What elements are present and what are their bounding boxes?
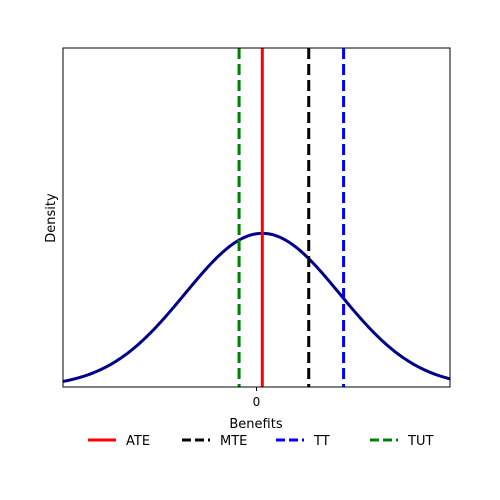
x-axis-label: Benefits xyxy=(229,417,282,432)
legend-label-mte: MTE xyxy=(220,434,247,449)
y-axis-label: Density xyxy=(44,193,59,243)
legend-label-tt: TT xyxy=(313,434,330,449)
legend-label-tut: TUT xyxy=(407,434,433,449)
x-tick-label: 0 xyxy=(253,395,261,409)
density-curve xyxy=(63,231,450,383)
legend: ATE MTE TT TUT xyxy=(88,434,433,449)
legend-label-ate: ATE xyxy=(126,434,150,449)
plot-area-frame xyxy=(62,47,451,388)
